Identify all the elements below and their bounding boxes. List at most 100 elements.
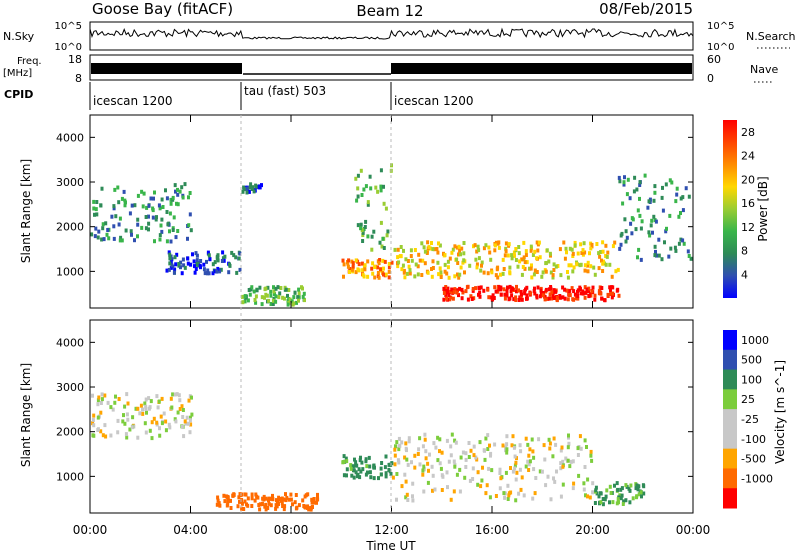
power-cell [533,286,536,291]
power-cell [174,189,177,194]
velocity-cell [96,428,100,432]
velocity-cell [423,437,427,442]
freq-block-1 [91,63,242,74]
power-cell [170,263,174,268]
velocity-cell [476,470,480,475]
power-cell [382,246,386,250]
velocity-cell [147,406,151,411]
power-cell [559,273,563,278]
velocity-cell [354,463,358,468]
velocity-cell [372,476,376,481]
velocity-cell [559,461,563,466]
power-cell [445,271,449,276]
y-tick-label: 1000 [56,265,84,278]
power-cell [431,247,435,252]
power-cell [638,180,642,185]
power-cell [436,250,440,255]
velocity-cell [243,499,247,504]
power-cell [361,233,365,237]
power-cell [207,271,211,276]
nsearch-tick-top: 10^5 [707,21,734,32]
power-cell [269,293,273,298]
velocity-cell [217,501,221,506]
power-cell [418,258,422,263]
velocity-cell [156,405,160,410]
power-cell [362,274,366,279]
velocity-cell [280,501,284,506]
velocity-cell [512,445,516,450]
power-cell [112,224,116,229]
power-cell [423,261,427,266]
power-cell [611,244,615,249]
power-cell [165,210,169,214]
velocity-cell [395,497,398,502]
date-title: 08/Feb/2015 [599,0,693,18]
velocity-cell [524,436,528,441]
power-cell [136,234,139,239]
power-cell [510,253,514,258]
power-cell [206,268,210,273]
beam-title: Beam 12 [356,2,423,20]
velocity-cell [494,494,498,498]
power-cell [634,227,638,232]
power-cell [167,267,171,272]
velocity-cell [396,458,400,463]
power-cell [400,267,404,272]
velocity-cell [499,476,503,481]
nave-label: Nave [750,63,778,76]
x-tick-label: 04:00 [173,523,208,537]
power-cell [112,206,116,211]
power-cell [681,195,685,200]
power-cell [522,240,526,245]
power-cell [679,196,683,201]
power-cell [144,215,148,219]
power-cell [618,246,622,251]
velocity-cell [458,489,462,494]
power-cell [386,229,390,234]
velocity-cell [599,500,603,505]
velocity-cell [411,481,415,486]
power-cell [491,293,495,298]
power-cell [461,290,465,295]
power-cell [494,240,498,245]
power-cell [477,256,481,261]
power-cell [431,266,435,270]
velocity-cell [359,469,363,474]
velocity-cell [271,493,274,498]
power-cell [505,289,509,294]
velocity-cell [493,442,497,447]
power-cell [668,178,672,183]
power-cell [624,229,628,234]
power-cell [475,262,479,267]
power-cell [494,273,498,278]
power-cell [397,260,401,265]
power-cell [523,266,527,271]
velocity-cell [440,450,444,455]
velocity-cell [353,457,356,462]
velocity-cell [423,432,427,437]
power-cell [592,265,596,270]
velocity-cell [628,500,632,505]
velocity-cell [351,464,355,469]
power-cell [629,221,633,226]
velocity-cell [377,476,380,481]
power-cell [129,229,133,234]
velocity-cell [433,487,437,492]
power-cell [366,200,370,205]
power-cell [265,293,269,298]
power-cell [284,287,288,292]
power-cell [249,287,253,292]
power-cell [173,255,177,260]
velocity-cell [514,460,518,465]
velocity-cell [344,456,348,461]
power-cell [670,180,674,185]
velocity-cell [426,480,430,485]
power-cell [488,250,492,255]
power-cell [550,296,554,301]
power-cell [439,275,443,279]
y-tick-label: 2000 [56,221,84,234]
power-cell [499,292,503,297]
power-cell [616,267,620,272]
power-cell [402,268,406,273]
power-cell [234,255,238,260]
